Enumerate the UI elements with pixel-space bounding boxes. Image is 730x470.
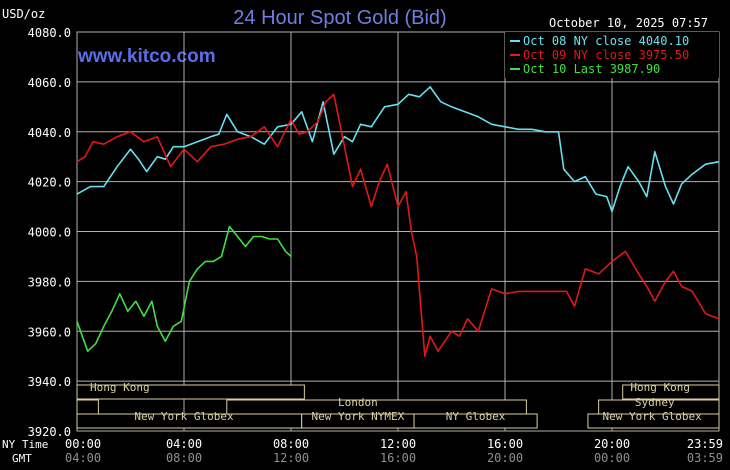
x-tick-label-gmt: 04:00 xyxy=(65,451,101,465)
x-tick-label-ny: 16:00 xyxy=(487,437,523,451)
x-tick-label-ny: 08:00 xyxy=(273,437,309,451)
y-tick-label: 3920.0 xyxy=(28,425,71,439)
x-tick-label-gmt: 16:00 xyxy=(380,451,416,465)
x-tick-label-gmt: 08:00 xyxy=(166,451,202,465)
series-lines xyxy=(76,86,720,358)
session-label: NY Globex xyxy=(446,410,506,423)
legend-entry: Oct 10 Last 3987.90 xyxy=(523,62,660,76)
series-line-1 xyxy=(76,86,720,213)
y-tick-label: 4000.0 xyxy=(28,226,71,240)
x-tick-label-ny: 23:59 xyxy=(687,437,723,451)
session-label: Hong Kong xyxy=(90,381,150,394)
y-tick-label: 4020.0 xyxy=(28,176,71,190)
session-label: New York Globex xyxy=(602,410,702,423)
x-tick-label-gmt: 12:00 xyxy=(273,451,309,465)
session-box xyxy=(587,413,720,429)
timestamp: October 10, 2025 07:57 xyxy=(549,16,708,30)
x-axis-ticks: 00:00 04:00 08:00 12:00 16:00 20:00 23:5904:00… xyxy=(65,437,723,465)
gmt-label: GMT xyxy=(12,452,32,465)
session-box xyxy=(413,413,538,429)
session-box xyxy=(622,384,720,400)
legend-entry: Oct 08 NY close 4040.10 xyxy=(523,34,689,48)
x-tick-label-gmt: 00:00 xyxy=(594,451,630,465)
series-line-3 xyxy=(76,225,292,353)
x-tick-label-gmt: 20:00 xyxy=(487,451,523,465)
y-tick-label: 3980.0 xyxy=(28,275,71,289)
y-tick-label: 3960.0 xyxy=(28,325,71,339)
y-tick-label: 4080.0 xyxy=(28,26,71,40)
series-line-2 xyxy=(76,93,720,358)
x-tick-label-ny: 12:00 xyxy=(380,437,416,451)
session-label: New York NYMEX xyxy=(312,410,405,423)
session-label: Sydney xyxy=(635,396,675,409)
y-tick-label: 4040.0 xyxy=(28,126,71,140)
legend-entry: Oct 09 NY close 3975.50 xyxy=(523,48,689,62)
y-tick-label: 3940.0 xyxy=(28,375,71,389)
x-tick-label-ny: 04:00 xyxy=(166,437,202,451)
x-tick-label-ny: 20:00 xyxy=(594,437,630,451)
x-tick-label-gmt: 03:59 xyxy=(687,451,723,465)
y-axis-unit-label: USD/oz xyxy=(2,7,45,21)
session-label: New York Globex xyxy=(134,410,234,423)
y-tick-label: 4060.0 xyxy=(28,76,71,90)
chart-title: 24 Hour Spot Gold (Bid) xyxy=(233,7,446,29)
session-label: Hong Kong xyxy=(630,381,690,394)
session-label: London xyxy=(338,396,378,409)
ny-time-label: NY Time xyxy=(2,438,48,451)
x-tick-label-ny: 00:00 xyxy=(65,437,101,451)
y-axis-ticks: 4080.0 4060.0 4040.0 4020.0 4000.0 3980.0 3960… xyxy=(28,26,71,439)
session-box xyxy=(76,399,99,415)
session-box xyxy=(76,384,305,400)
website-watermark: www.kitco.com xyxy=(77,46,216,67)
legend-background xyxy=(505,32,719,78)
